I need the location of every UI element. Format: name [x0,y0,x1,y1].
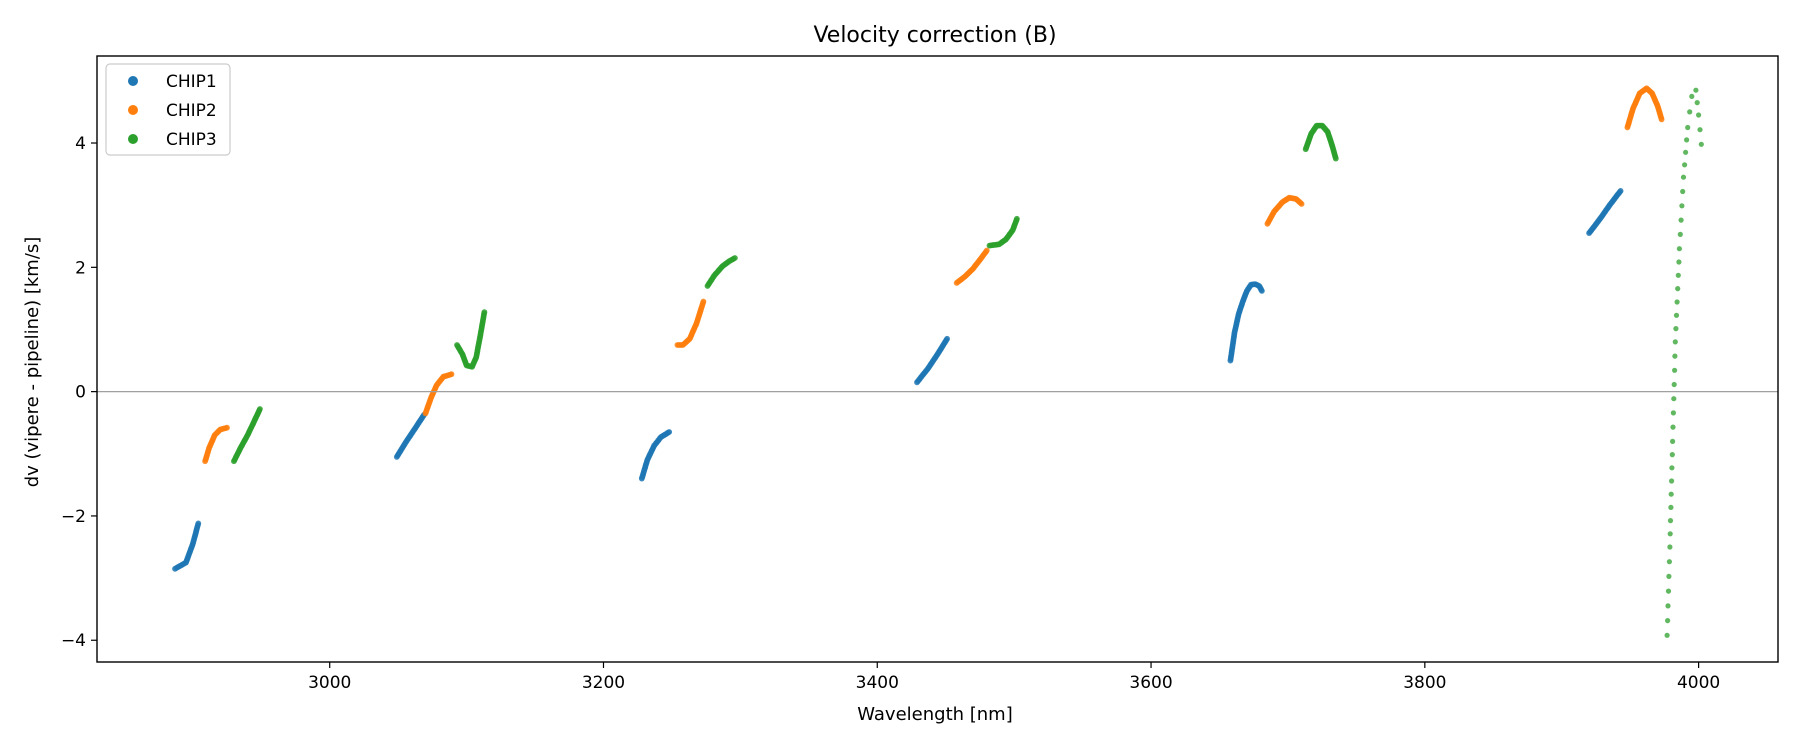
data-point-chip3 [257,406,263,412]
data-point-chip3 [1672,339,1678,345]
data-point-chip3 [1670,424,1676,430]
data-point-chip3 [1669,465,1675,471]
legend-label-chip2: CHIP2 [166,101,217,121]
data-point-chip1 [1259,288,1265,294]
data-point-chip3 [1674,299,1680,305]
data-point-chip3 [1332,155,1339,162]
data-point-chip3 [1668,491,1674,497]
data-point-chip3 [1676,259,1682,265]
y-axis-label: dv (vipere - pipeline) [km/s] [22,237,43,488]
x-tick-label: 3200 [582,673,625,693]
data-point-chip3 [1672,367,1678,373]
data-point-chip3 [1684,137,1690,143]
x-tick-label: 3800 [1403,673,1446,693]
data-point-chip3 [1666,573,1672,580]
data-point-chip3 [1668,504,1674,510]
data-point-chip3 [1671,396,1677,402]
data-point-chip3 [1680,174,1687,180]
x-tick-label: 3600 [1129,673,1172,693]
data-point-chip2 [1298,201,1305,207]
y-tick-label: 4 [75,134,86,154]
data-point-chip3 [1671,381,1677,388]
x-tick-label: 3400 [856,673,899,693]
data-point-chip3 [1670,438,1676,444]
ticks-layer: 3000 3200 3400 3600 3800 4000 −4 −2 0 2 4 [61,134,1720,693]
y-tick-label: 0 [75,383,86,403]
data-point-chip3 [1678,217,1684,223]
data-point-chip2 [700,298,707,305]
y-tick-label: −4 [61,631,86,651]
points-layer [172,85,1704,638]
data-point-chip3 [1694,100,1700,106]
data-point-chip1 [1617,188,1624,194]
data-point-chip1 [195,520,202,527]
data-point-chip3 [1665,603,1671,609]
data-point-chip3 [1666,559,1672,565]
data-point-chip3 [1667,531,1673,537]
data-point-chip3 [481,309,488,315]
data-point-chip3 [1679,203,1685,209]
data-point-chip3 [1676,246,1682,252]
data-point-chip3 [1677,231,1683,237]
x-axis-label: Wavelength [nm] [857,704,1013,725]
legend: CHIP1 CHIP2 CHIP3 [105,63,231,156]
data-point-chip3 [1673,326,1679,332]
data-point-chip3 [1675,272,1681,278]
data-point-chip3 [1672,353,1678,359]
y-tick-label: −2 [61,507,86,527]
data-point-chip3 [1667,518,1674,524]
data-point-chip2 [983,247,990,254]
data-point-chip3 [1687,109,1693,115]
data-point-chip3 [1669,452,1675,458]
data-point-chip1 [944,335,950,342]
data-point-chip3 [1689,93,1695,99]
data-point-chip1 [666,429,673,435]
data-point-chip3 [1669,478,1675,484]
data-point-chip2 [448,371,455,378]
chart-title: Velocity correction (B) [813,23,1056,48]
data-point-chip3 [1682,162,1688,168]
legend-marker-chip1 [128,76,138,86]
data-point-chip3 [1693,87,1699,93]
data-point-chip2 [224,424,230,431]
data-point-chip3 [1696,112,1702,118]
data-point-chip3 [1665,588,1672,594]
data-point-chip3 [1680,188,1686,195]
data-point-chip3 [1698,141,1704,147]
data-point-chip3 [1685,124,1691,131]
data-point-chip3 [1664,632,1670,638]
y-tick-label: 2 [75,258,86,278]
legend-marker-chip3 [128,134,138,144]
legend-marker-chip2 [128,105,138,115]
legend-box [105,63,231,156]
legend-label-chip3: CHIP3 [166,130,217,150]
data-point-chip3 [1683,149,1689,155]
data-point-chip3 [1667,544,1673,550]
data-point-chip3 [1673,312,1680,318]
data-point-chip2 [1658,116,1665,123]
legend-label-chip1: CHIP1 [166,72,217,92]
x-tick-label: 4000 [1677,673,1720,693]
plot-frame [96,55,1779,663]
data-point-chip3 [1014,215,1020,222]
data-point-chip3 [1665,618,1671,624]
data-point-chip3 [732,255,738,261]
data-point-chip3 [1675,286,1681,292]
data-point-chip3 [1697,127,1703,133]
data-point-chip3 [1670,410,1676,416]
x-tick-label: 3000 [308,673,351,693]
